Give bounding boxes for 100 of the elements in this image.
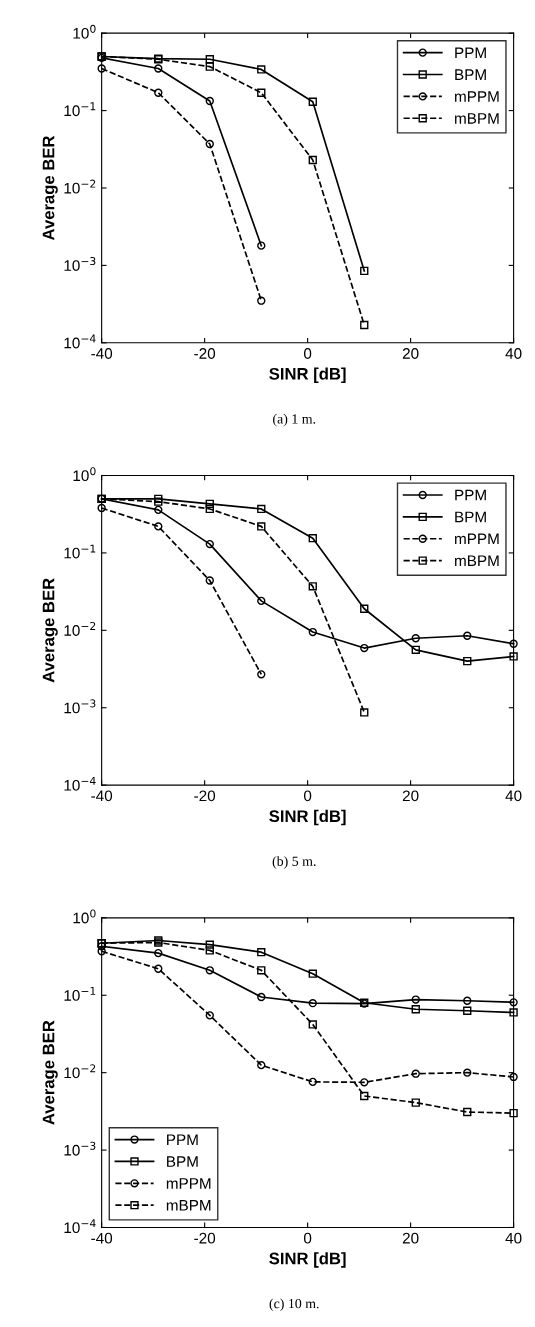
- point: [205, 539, 214, 549]
- legend-label: mBPM: [455, 555, 499, 566]
- point: [257, 596, 266, 606]
- point: [97, 503, 106, 513]
- point: [154, 494, 163, 503]
- point: [205, 139, 214, 149]
- point: [463, 1068, 472, 1077]
- y-tick-label: 10$^{−3}$: [64, 1141, 96, 1156]
- point: [97, 64, 106, 73]
- point: [308, 582, 317, 591]
- x-tick-label: 0: [303, 348, 312, 359]
- y-axis-title: Average BER: [42, 1020, 58, 1125]
- x-tick-label: -40: [91, 1232, 113, 1244]
- point: [257, 88, 266, 97]
- y-tick-label: 10$^{0}$: [73, 24, 96, 39]
- x-tick-label: 40: [505, 1232, 522, 1244]
- point: [463, 631, 472, 640]
- legend-label: BPM: [455, 511, 486, 523]
- point: [97, 947, 106, 956]
- point: [463, 1006, 472, 1015]
- x-axis-title: SINR [dB]: [269, 1252, 346, 1268]
- point: [257, 504, 266, 514]
- point: [154, 948, 163, 958]
- point: [257, 670, 266, 679]
- point: [509, 1008, 518, 1017]
- point: [411, 1098, 420, 1107]
- x-tick-label: 0: [303, 790, 312, 802]
- legend-label: BPM: [455, 69, 486, 80]
- legend-label: PPM: [167, 1134, 198, 1145]
- point: [463, 1107, 472, 1117]
- x-axis-title: SINR [dB]: [269, 367, 346, 383]
- point: [411, 1005, 420, 1014]
- point: [360, 708, 369, 717]
- point: [360, 604, 369, 613]
- point: [205, 940, 214, 949]
- point: [411, 995, 420, 1004]
- point: [205, 96, 214, 106]
- point: [205, 966, 214, 975]
- point: [411, 1069, 420, 1078]
- y-tick-label: 10$^{−1}$: [64, 544, 96, 559]
- point: [154, 497, 163, 506]
- y-tick-label: 10$^{−3}$: [64, 699, 96, 714]
- point: [360, 643, 369, 653]
- legend-label: mBPM: [166, 1200, 211, 1211]
- y-tick-label: 10$^{−2}$: [64, 1064, 96, 1079]
- point: [205, 504, 214, 514]
- y-tick-label: 10$^{0}$: [73, 467, 96, 482]
- point: [257, 992, 266, 1002]
- legend-label: BPM: [167, 1156, 198, 1167]
- x-tick-label: -20: [194, 348, 216, 359]
- x-tick-label: 20: [402, 1232, 419, 1244]
- point: [308, 534, 317, 543]
- point: [308, 1020, 317, 1029]
- x-tick-label: 20: [402, 348, 419, 359]
- y-tick-label: 10$^{−1}$: [64, 102, 96, 117]
- point: [154, 964, 163, 973]
- x-tick-label: -20: [194, 1232, 216, 1244]
- point: [257, 241, 266, 250]
- point: [463, 996, 472, 1005]
- point: [257, 948, 266, 957]
- point: [360, 1078, 369, 1087]
- point: [411, 634, 420, 643]
- point: [308, 155, 317, 165]
- x-tick-label: 40: [505, 790, 522, 802]
- x-tick-label: -40: [91, 790, 113, 802]
- point: [257, 1060, 266, 1070]
- y-tick-label: 10$^{−1}$: [64, 987, 96, 1001]
- point: [205, 62, 214, 71]
- y-axis-title: Average BER: [42, 578, 58, 683]
- y-tick-label: 10$^{−4}$: [64, 1219, 96, 1234]
- text: (c) 10 m.: [269, 1298, 319, 1312]
- x-tick-label: 20: [402, 790, 419, 802]
- point: [205, 1011, 214, 1020]
- point: [509, 998, 518, 1007]
- point: [308, 627, 317, 637]
- point: [257, 296, 266, 305]
- point: [411, 645, 420, 654]
- point: [360, 266, 369, 276]
- y-tick-label: 10$^{−3}$: [64, 257, 96, 271]
- legend-label: mPPM: [455, 533, 499, 545]
- point: [308, 97, 317, 106]
- x-axis-title: SINR [dB]: [269, 809, 346, 826]
- legend-label: PPM: [455, 489, 486, 501]
- point: [257, 65, 266, 74]
- point: [257, 522, 266, 531]
- point: [205, 946, 214, 955]
- point: [154, 64, 163, 73]
- legend-label: PPM: [455, 47, 486, 58]
- x-tick-label: 40: [505, 348, 522, 359]
- point: [205, 499, 214, 509]
- y-tick-label: 10$^{−4}$: [64, 776, 96, 791]
- text: (a) 1 m.: [273, 413, 316, 427]
- point: [154, 88, 163, 97]
- point: [308, 1077, 317, 1087]
- point: [257, 966, 266, 975]
- point: [360, 320, 369, 330]
- point: [509, 1108, 518, 1118]
- x-tick-label: -40: [91, 348, 113, 359]
- point: [509, 652, 518, 661]
- x-tick-label: 0: [303, 1232, 312, 1244]
